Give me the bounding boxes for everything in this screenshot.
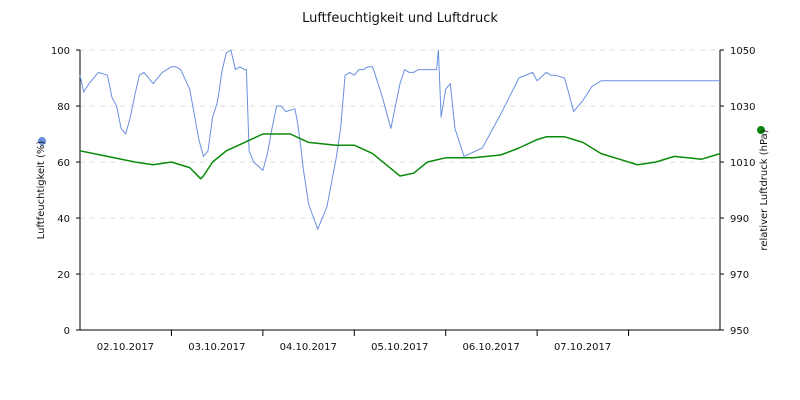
right-tick-label: 1050 xyxy=(730,46,755,57)
left-tick-label: 20 xyxy=(57,270,70,281)
x-tick-label: 02.10.2017 xyxy=(97,342,154,353)
left-tick-label: 40 xyxy=(57,214,70,225)
left-legend: Luftfeuchtigkeit (%) xyxy=(36,137,47,239)
right-legend: relativer Luftdruck (hPa) xyxy=(757,126,770,251)
x-tick-label: 07.10.2017 xyxy=(554,342,611,353)
left-tick-label: 0 xyxy=(64,326,70,337)
left-axis-title: Luftfeuchtigkeit (%) xyxy=(36,141,47,240)
grid xyxy=(80,49,720,275)
x-tick-label: 04.10.2017 xyxy=(280,342,337,353)
right-axis-title: relativer Luftdruck (hPa) xyxy=(759,129,770,250)
right-tick-label: 1030 xyxy=(730,102,755,113)
series xyxy=(79,49,721,230)
x-ticks: 02.10.2017 03.10.2017 04.10.2017 05.10.2017… xyxy=(97,330,630,353)
x-tick-label: 03.10.2017 xyxy=(188,342,245,353)
x-tick-label: 06.10.2017 xyxy=(463,342,520,353)
left-ticks: 0 20 40 60 80 100 xyxy=(51,46,80,337)
left-tick-label: 100 xyxy=(51,46,70,57)
right-tick-label: 970 xyxy=(730,270,749,281)
right-tick-label: 950 xyxy=(730,326,749,337)
right-ticks: 950 970 990 1010 1030 1050 xyxy=(720,46,755,337)
left-tick-label: 60 xyxy=(57,158,70,169)
series-line-luftfeuchtigkeit xyxy=(79,49,720,230)
left-series-marker xyxy=(38,137,46,145)
right-tick-label: 1010 xyxy=(730,158,755,169)
right-series-marker xyxy=(757,126,765,134)
x-tick-label: 05.10.2017 xyxy=(371,342,428,353)
chart-title: Luftfeuchtigkeit und Luftdruck xyxy=(302,11,498,26)
right-tick-label: 990 xyxy=(730,214,749,225)
axes xyxy=(79,50,721,331)
series-line-luftdruck xyxy=(79,133,721,180)
left-tick-label: 80 xyxy=(57,102,70,113)
